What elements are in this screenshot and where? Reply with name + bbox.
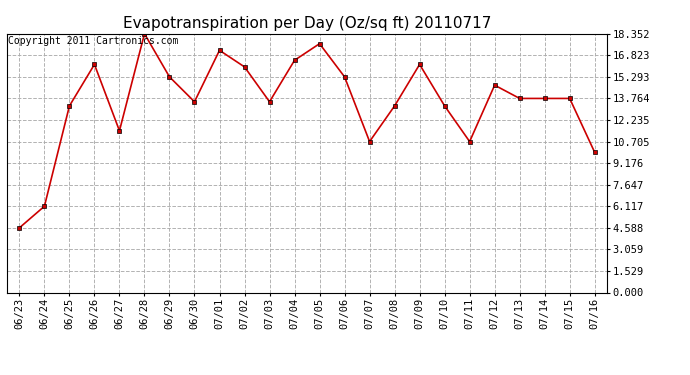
Title: Evapotranspiration per Day (Oz/sq ft) 20110717: Evapotranspiration per Day (Oz/sq ft) 20… <box>123 16 491 31</box>
Text: Copyright 2011 Cartronics.com: Copyright 2011 Cartronics.com <box>8 36 179 46</box>
